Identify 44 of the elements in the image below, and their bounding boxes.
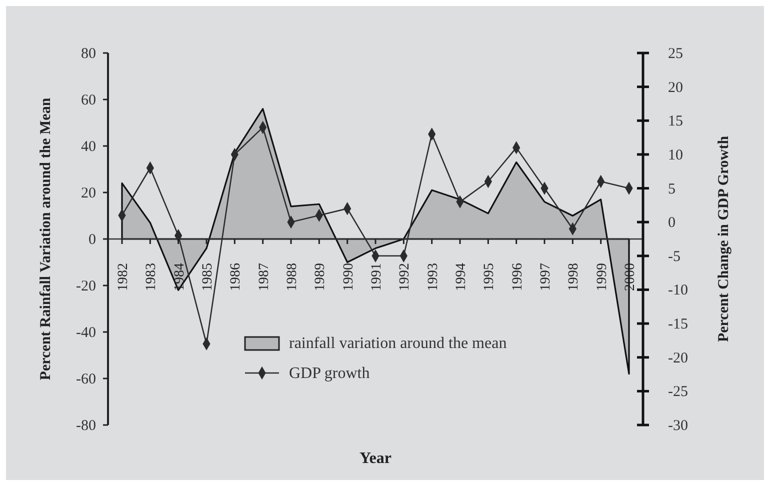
x-tick-label: 1989 — [313, 263, 328, 291]
y-tick-label: -20 — [76, 278, 96, 294]
x-tick-label: 1991 — [370, 263, 384, 291]
x-tick-label: 1992 — [398, 263, 413, 291]
x-tick-label: 1999 — [594, 263, 610, 291]
y-tick-label: -40 — [76, 325, 96, 341]
x-tick-label: 1997 — [538, 263, 554, 291]
y2-axis-title: Percent Change in GDP Growth — [716, 135, 732, 342]
y2-tick-label: -15 — [668, 316, 688, 333]
y-tick-label: 0 — [88, 232, 96, 248]
x-tick-label: 1988 — [285, 263, 300, 291]
x-tick-label: 1995 — [482, 263, 498, 291]
y-tick-label: 20 — [81, 186, 96, 202]
x-tick-label: 1994 — [454, 263, 469, 291]
x-tick-label: 1983 — [144, 263, 160, 291]
x-tick-label: 1996 — [510, 263, 526, 291]
y-tick-label: -80 — [76, 418, 96, 434]
x-tick-label: 2000 — [623, 263, 638, 291]
x-tick-label: 1986 — [228, 263, 244, 291]
x-tick-label: 1982 — [116, 263, 131, 291]
x-tick-label: 1998 — [566, 263, 582, 291]
y2-tick-label: 10 — [668, 147, 683, 164]
legend-label: GDP growth — [289, 365, 370, 382]
y2-tick-label: -30 — [668, 418, 688, 434]
y-tick-label: -60 — [76, 372, 96, 388]
x-tick-label: 1990 — [341, 263, 356, 291]
y2-tick-label: 15 — [668, 114, 683, 130]
y-tick-label: 40 — [81, 139, 96, 155]
y2-tick-label: -20 — [668, 350, 688, 366]
y2-tick-label: 20 — [668, 80, 683, 96]
x-tick-label: 1987 — [256, 263, 272, 291]
y2-tick-label: -25 — [668, 384, 688, 400]
x-tick-label: 1993 — [426, 263, 441, 291]
y-axis-title: Percent Rainfall Variation around the Mean — [38, 97, 54, 380]
y-tick-label: 60 — [81, 92, 96, 108]
x-axis-title: Year — [360, 450, 392, 467]
y2-tick-label: -5 — [668, 248, 680, 265]
y2-tick-label: 5 — [668, 181, 676, 198]
legend-label: rainfall variation around the mean — [289, 335, 507, 352]
y2-tick-label: -10 — [668, 282, 688, 299]
x-tick-label: 1985 — [200, 263, 216, 291]
y2-tick-label: 0 — [668, 215, 676, 232]
y2-tick-label: 25 — [668, 46, 683, 62]
y-tick-label: 80 — [81, 46, 96, 62]
